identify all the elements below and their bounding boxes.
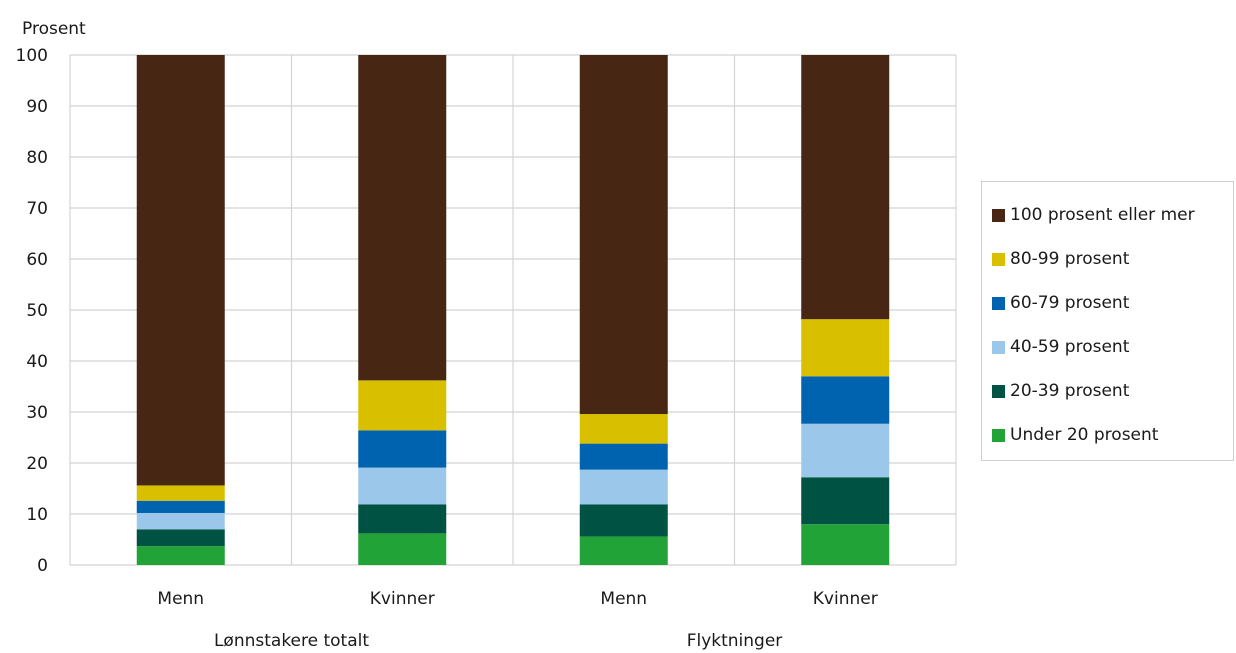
- legend-item: 20-39 prosent: [992, 380, 1129, 402]
- y-tick-label: 70: [26, 199, 48, 219]
- bar-segment: [358, 430, 447, 468]
- bar-segment: [136, 512, 225, 530]
- x-group-label: Flyktninger: [687, 631, 783, 651]
- x-group-labels: Lønnstakere totalt Flyktninger: [214, 631, 782, 651]
- x-category-label: Menn: [600, 589, 647, 609]
- bar-segment: [801, 423, 890, 478]
- bar-segment: [801, 376, 890, 424]
- legend-label: 100 prosent eller mer: [1010, 205, 1195, 225]
- legend-item: 80-99 prosent: [992, 248, 1129, 270]
- bar-segment: [136, 55, 225, 486]
- y-tick-label: 100: [16, 46, 48, 66]
- y-tick-label: 0: [37, 556, 48, 576]
- legend-swatch: [992, 428, 1005, 442]
- bar-segment: [801, 319, 890, 377]
- bar-segment: [579, 55, 668, 415]
- y-tick-label: 50: [26, 301, 48, 321]
- y-tick-label: 20: [26, 454, 48, 474]
- bar-segment: [579, 414, 668, 444]
- y-tick-label: 90: [26, 97, 48, 117]
- bar-segment: [358, 380, 447, 431]
- legend: 100 prosent eller mer 80-99 prosent 60-79 …: [981, 181, 1234, 461]
- bar-segment: [136, 485, 225, 501]
- y-tick-label: 30: [26, 403, 48, 423]
- bars: [136, 55, 890, 565]
- x-category-label: Kvinner: [370, 589, 435, 609]
- bar-segment: [579, 504, 668, 537]
- legend-item: 60-79 prosent: [992, 292, 1129, 314]
- bar-segment: [358, 504, 447, 534]
- bar-segment: [358, 533, 447, 565]
- bar-segment: [579, 469, 668, 505]
- bar-segment: [801, 477, 890, 525]
- bar-segment: [801, 524, 890, 565]
- x-category-label: Menn: [157, 589, 204, 609]
- x-category-label: Kvinner: [813, 589, 878, 609]
- legend-label: Under 20 prosent: [1010, 425, 1159, 445]
- bar-segment: [136, 529, 225, 547]
- legend-swatch: [992, 384, 1005, 398]
- legend-item: 100 prosent eller mer: [992, 204, 1195, 226]
- y-tick-label: 10: [26, 505, 48, 525]
- legend-swatch: [992, 252, 1005, 266]
- legend-label: 80-99 prosent: [1010, 249, 1130, 269]
- legend-label: 40-59 prosent: [1010, 337, 1130, 357]
- bar-segment: [358, 467, 447, 505]
- y-tick-labels: 0 10 20 30 40 50 60 70 80 90 100: [16, 46, 48, 576]
- legend-item: 40-59 prosent: [992, 336, 1129, 358]
- legend-swatch: [992, 340, 1005, 354]
- x-category-labels: Menn Kvinner Menn Kvinner: [157, 589, 877, 609]
- legend-swatch: [992, 296, 1005, 310]
- legend-label: 60-79 prosent: [1010, 293, 1130, 313]
- y-tick-label: 60: [26, 250, 48, 270]
- y-tick-label: 80: [26, 148, 48, 168]
- x-group-label: Lønnstakere totalt: [214, 631, 369, 651]
- bar-segment: [801, 55, 890, 320]
- bar-segment: [136, 546, 225, 565]
- y-axis-label: Prosent: [22, 19, 86, 39]
- legend-label: 20-39 prosent: [1010, 381, 1130, 401]
- legend-item: Under 20 prosent: [992, 424, 1158, 446]
- bar-segment: [358, 55, 447, 381]
- bar-segment: [579, 536, 668, 565]
- bar-segment: [136, 500, 225, 513]
- bar-segment: [579, 443, 668, 470]
- y-tick-label: 40: [26, 352, 48, 372]
- legend-swatch: [992, 208, 1005, 222]
